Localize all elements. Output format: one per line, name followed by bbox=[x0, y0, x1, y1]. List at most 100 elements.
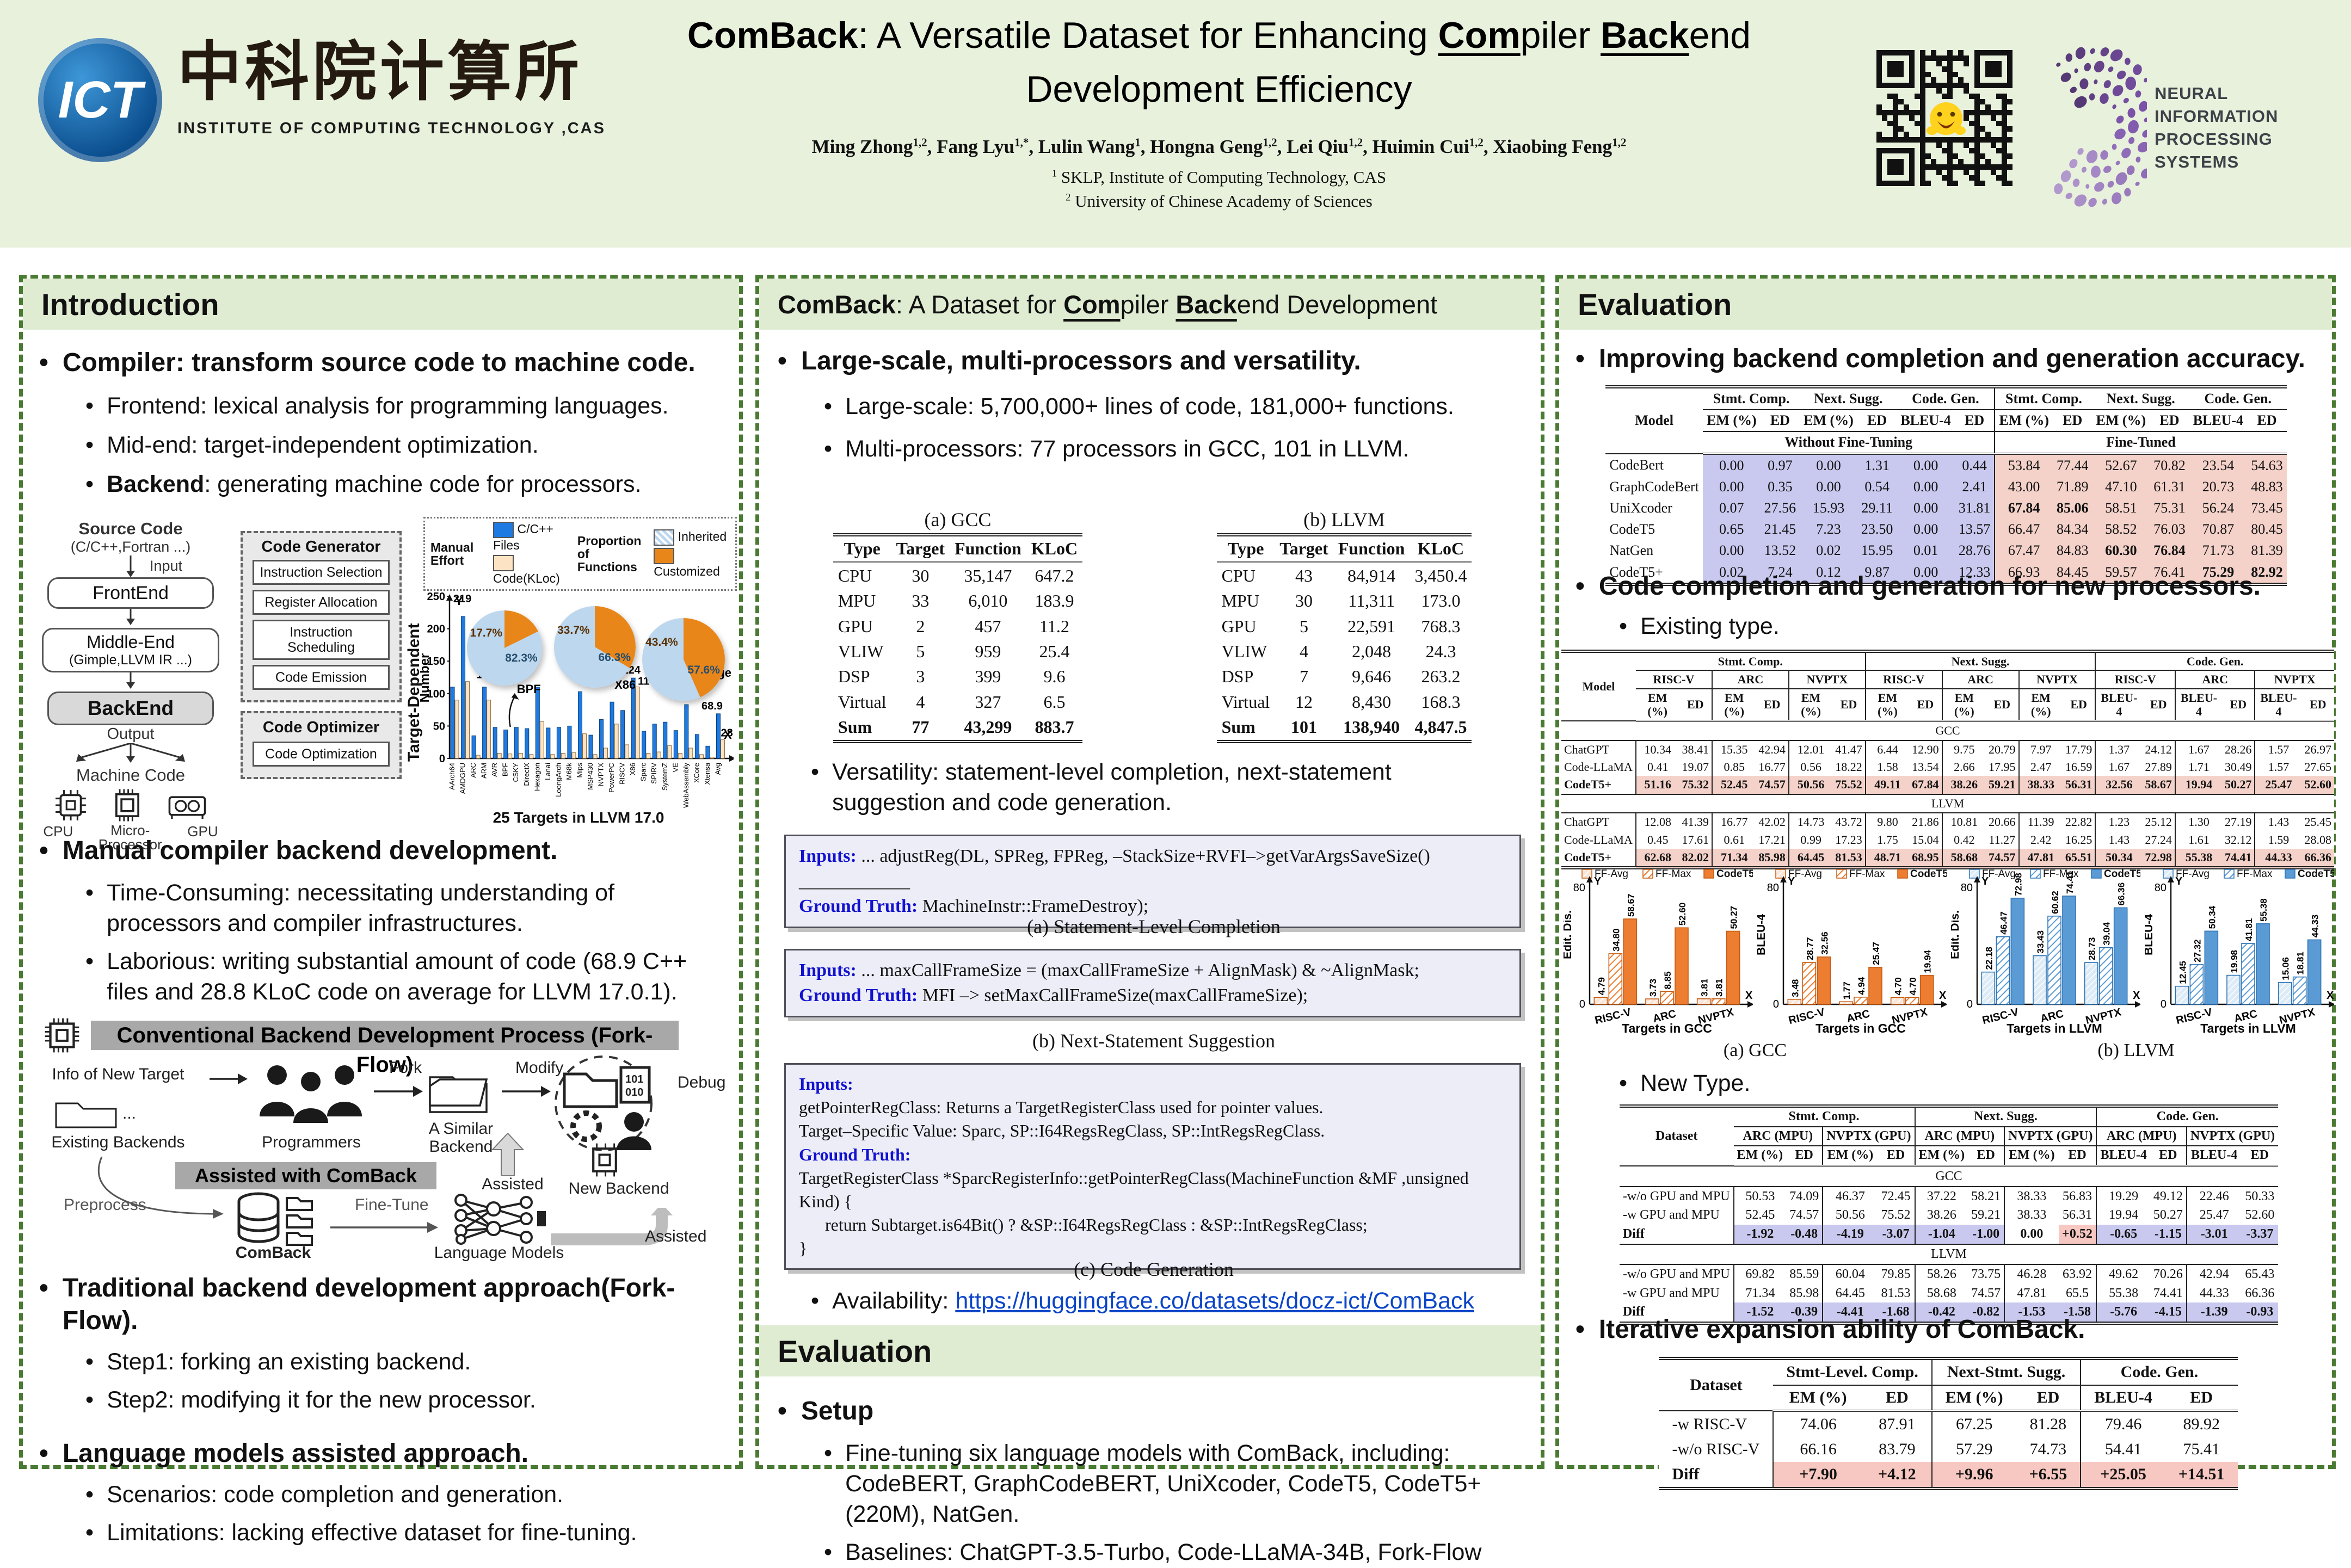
table-cell: 67.47 bbox=[1994, 540, 2053, 561]
svg-text:74.41: 74.41 bbox=[2065, 871, 2075, 894]
stmt-completion-box: Inputs: ... adjustReg(DL, SPReg, FPReg, … bbox=[784, 835, 1521, 928]
svg-text:27.32: 27.32 bbox=[2192, 939, 2202, 962]
table-cell: 883.7 bbox=[1035, 717, 1074, 737]
table-cell: 1.67 bbox=[2174, 740, 2222, 758]
instruction-selection-box: Instruction Selection bbox=[253, 560, 390, 585]
svg-text:50.34: 50.34 bbox=[2207, 905, 2217, 929]
legend-customized-swatch bbox=[654, 547, 675, 564]
svg-text:4.79: 4.79 bbox=[1596, 977, 1607, 995]
table-cell: -w GPU and MPU bbox=[1622, 1286, 1720, 1300]
svg-text:3.73: 3.73 bbox=[1648, 979, 1658, 997]
code-line: return Subtarget.is64Bit() ? &SP::I64Reg… bbox=[799, 1215, 1368, 1235]
column-header: EM (%) bbox=[1788, 688, 1833, 723]
svg-text:Y: Y bbox=[455, 594, 463, 608]
column-header: Stmt. Comp. bbox=[1733, 1106, 1915, 1127]
table-cell: 55.38 bbox=[2096, 1283, 2150, 1303]
svg-text:X: X bbox=[1939, 990, 1947, 1002]
svg-text:200: 200 bbox=[427, 624, 445, 635]
evaluation-header: Evaluation bbox=[1559, 279, 2332, 330]
llvm-table-slot: Type Target Function KLoC CPU 43 84,914 3,450.4… bbox=[1167, 533, 1521, 743]
table-cell: 87.91 bbox=[1879, 1415, 1916, 1433]
column-header: EM (%) bbox=[1864, 688, 1910, 723]
svg-text:60.62: 60.62 bbox=[2050, 891, 2060, 914]
code-line: Ground Truth: MachineInstr::FrameDestroy… bbox=[799, 896, 1149, 916]
column-header: Next. Sugg. bbox=[1800, 387, 1897, 410]
table-cell: 85.98 bbox=[1756, 848, 1789, 868]
table-cell: 10.81 bbox=[1941, 813, 1986, 831]
table-cell: 47.10 bbox=[2092, 476, 2150, 498]
instruction-scheduling-box: Instruction Scheduling bbox=[253, 620, 390, 660]
table-cell: 173.0 bbox=[1421, 591, 1461, 611]
table-cell: 17.61 bbox=[1682, 832, 1709, 847]
table-cell: 3,450.4 bbox=[1414, 565, 1467, 585]
table-cell: MPU bbox=[838, 591, 876, 611]
table-cell: 2.41 bbox=[1954, 476, 1995, 498]
svg-text:FF-Max: FF-Max bbox=[1849, 868, 1885, 880]
gpu-label: GPU bbox=[187, 823, 218, 839]
svg-text:CodeT5+: CodeT5+ bbox=[1716, 868, 1753, 880]
bullet-existing-type: • Existing type. bbox=[1619, 613, 1780, 639]
table-section-row: LLVM bbox=[1619, 1243, 2279, 1265]
table-cell: GraphCodeBert bbox=[1609, 478, 1699, 495]
table-cell: 81.39 bbox=[2247, 540, 2287, 561]
neurips-text-line1: NEURAL INFORMATION bbox=[2155, 84, 2279, 126]
table-cell: 25.45 bbox=[2304, 815, 2331, 829]
table-cell: -1.68 bbox=[1877, 1302, 1915, 1324]
svg-text:MSP430: MSP430 bbox=[586, 763, 594, 790]
llvm-bleu-chart: FF-Avg FF-Max CodeT5+ Y 80 0 BLEU-4 X 12.45 27.32… bbox=[2143, 865, 2342, 1040]
table-cell: 0.00 bbox=[1702, 540, 1761, 561]
code-line: Inputs: ... adjustReg(DL, SPReg, FPReg, … bbox=[799, 846, 1435, 891]
table-cell: 13.52 bbox=[1760, 540, 1800, 561]
iterative-table-slot: Dataset Stmt-Level. Comp. Next-Stmt. Sugg.… bbox=[1581, 1357, 2316, 1490]
svg-text:FF-Avg: FF-Avg bbox=[1595, 868, 1628, 880]
table-cell: 2.47 bbox=[2018, 758, 2063, 776]
svg-text:15.06: 15.06 bbox=[2281, 957, 2291, 980]
table-cell: 50.34 bbox=[2095, 848, 2143, 868]
svg-text:NVPTX: NVPTX bbox=[597, 763, 605, 787]
next-stmt-caption: (b) Next-Statement Suggestion bbox=[1032, 1030, 1275, 1052]
table-cell: 24.12 bbox=[2145, 742, 2172, 756]
new-type-table-slot: Dataset Stmt. Comp. Next. Sugg. Code. Gen. A… bbox=[1562, 1104, 2335, 1325]
chart-legend: Manual Effort C/C++ Files Code(KLoc) Pro… bbox=[423, 517, 737, 591]
bullet-traditional: • Traditional backend development approac… bbox=[39, 1274, 675, 1335]
existing-backends-label: Existing Backends bbox=[51, 1133, 185, 1151]
table-cell: 73.75 bbox=[1971, 1267, 2001, 1281]
gcc-table-caption: (a) GCC bbox=[924, 509, 992, 530]
bullet-scenarios: • Scenarios: code completion and generati… bbox=[85, 1481, 564, 1508]
table-cell: 58.51 bbox=[2092, 497, 2150, 519]
table-cell: 53.84 bbox=[1994, 453, 2053, 476]
pipeline-source-lang-label: (C/C++,Fortran ...) bbox=[70, 539, 191, 555]
gcc-table-slot: Type Target Function KLoC CPU 30 35,147 647.2 MP… bbox=[781, 533, 1135, 743]
table-cell: 1.31 bbox=[1857, 453, 1897, 476]
code-line: getPointerRegClass: Returns a TargetRegi… bbox=[799, 1097, 1324, 1118]
column-header: EM (%) bbox=[1712, 688, 1756, 723]
assisted-label-1: Assisted bbox=[482, 1175, 544, 1193]
column-header: ED bbox=[2150, 409, 2189, 432]
column-header: Dataset bbox=[1659, 1359, 1774, 1411]
table-cell: 0.00 bbox=[1702, 453, 1761, 476]
huggingface-emoji-icon bbox=[1924, 98, 1968, 141]
dataset-eval-header: Evaluation bbox=[759, 1325, 1541, 1376]
table-cell: 50.33 bbox=[2245, 1189, 2275, 1203]
svg-text:Hexagon: Hexagon bbox=[533, 763, 541, 791]
svg-text:ARC: ARC bbox=[469, 763, 477, 777]
column-header: ED bbox=[2016, 1385, 2081, 1412]
middle-end-box: Middle-End (Gimple,LLVM IR ...) bbox=[42, 628, 219, 672]
svg-text:RISCV: RISCV bbox=[618, 763, 626, 785]
table-cell: 68.95 bbox=[1909, 848, 1942, 868]
table-cell: 28.76 bbox=[1954, 540, 1995, 561]
svg-text:ARM: ARM bbox=[480, 763, 488, 779]
column-header: BLEU-4 bbox=[2080, 1385, 2165, 1412]
column-header: ED bbox=[1877, 1146, 1915, 1167]
dataset-link[interactable]: https://huggingface.co/datasets/docz-ict… bbox=[955, 1288, 1474, 1314]
column-header: Next. Sugg. bbox=[1914, 1106, 2097, 1127]
fork-label: Fork bbox=[389, 1059, 422, 1077]
arrow-right-icon bbox=[210, 1073, 248, 1084]
column-header: Next. Sugg. bbox=[1864, 651, 2096, 671]
table-cell: 27.19 bbox=[2224, 815, 2252, 829]
table-cell: 50.27 bbox=[2153, 1208, 2183, 1223]
table-cell: 14.73 bbox=[1788, 813, 1833, 831]
finetune-label: Fine-Tune bbox=[355, 1196, 429, 1214]
column-header: Fine-Tuned bbox=[1994, 431, 2287, 455]
svg-text:FF-Max: FF-Max bbox=[1655, 868, 1691, 880]
